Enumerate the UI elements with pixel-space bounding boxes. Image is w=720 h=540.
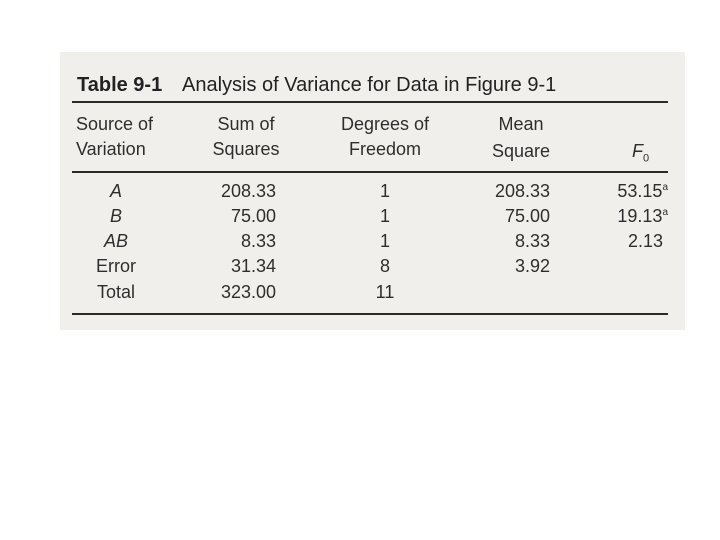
header-ss-line2: Squares: [212, 139, 280, 159]
header-ss-line1: Sum of: [217, 114, 275, 134]
row-ab-f: 2.13: [627, 231, 663, 251]
row-ab-source: AB: [103, 231, 128, 251]
row-b-ms: 75.00: [504, 206, 550, 226]
row-a-ms: 208.33: [494, 181, 550, 201]
row-ab-ms: 8.33: [514, 231, 550, 251]
table-title: Analysis of Variance for Data in Figure …: [182, 74, 557, 96]
row-a-ss: 208.33: [220, 181, 276, 201]
top-rule: [72, 101, 668, 103]
row-b-f: 19.13a: [617, 206, 668, 226]
header-ms-line1: Mean: [498, 114, 544, 134]
row-total-df: 11: [375, 282, 395, 302]
row-a-f: 53.15a: [617, 181, 668, 201]
row-b-ss: 75.00: [230, 206, 276, 226]
row-a-df: 1: [379, 181, 390, 201]
row-ab-df: 1: [379, 231, 390, 251]
header-ms-line2: Square: [491, 141, 551, 161]
row-b-source: B: [109, 206, 122, 226]
row-error-df: 8: [379, 256, 390, 276]
row-total-source: Total: [96, 282, 136, 302]
header-source-line1: Source of: [76, 114, 154, 134]
header-rule: [72, 171, 668, 173]
row-total-ss: 323.00: [220, 282, 276, 302]
row-b-df: 1: [379, 206, 390, 226]
header-f-main: F: [632, 141, 643, 161]
row-a-source: A: [109, 181, 122, 201]
header-df-line1: Degrees of: [340, 114, 430, 134]
scanned-page: [60, 52, 685, 330]
table-number: Table 9-1: [77, 74, 163, 96]
header-source-line2: Variation: [76, 139, 146, 159]
row-error-ms: 3.92: [514, 256, 550, 276]
row-error-source: Error: [96, 256, 136, 276]
row-error-ss: 31.34: [230, 256, 276, 276]
header-f0: F0: [632, 141, 649, 165]
table-caption: Table 9-1 Analysis of Variance for Data …: [77, 74, 556, 97]
header-f-sub: 0: [643, 152, 650, 165]
bottom-rule: [72, 313, 668, 315]
header-df-line2: Freedom: [348, 139, 422, 159]
row-ab-ss: 8.33: [240, 231, 276, 251]
